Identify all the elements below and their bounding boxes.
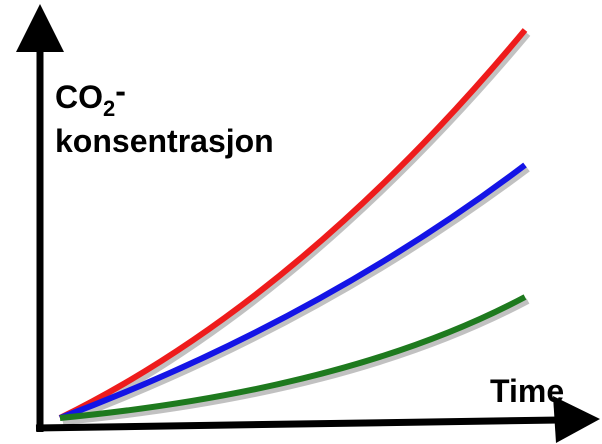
green-curve <box>59 294 527 421</box>
y-axis-label: CO2- <box>55 73 126 121</box>
x-axis-label: Time <box>490 373 564 409</box>
curve-shadows <box>61 32 531 425</box>
x-axis <box>35 416 561 432</box>
x-axis-arrow <box>553 396 600 443</box>
y-axis-label-line2: konsentrasjon <box>55 123 274 159</box>
red-curve <box>58 28 528 421</box>
y-label-suffix: - <box>115 73 126 109</box>
y-label-main: CO <box>55 79 103 115</box>
y-label-subscript: 2 <box>103 96 115 121</box>
blue-curve <box>58 162 527 421</box>
curve-shadow <box>62 298 530 425</box>
curve-shadow <box>61 166 530 425</box>
curve-shadow <box>61 32 531 425</box>
y-axis-arrow <box>16 4 64 52</box>
